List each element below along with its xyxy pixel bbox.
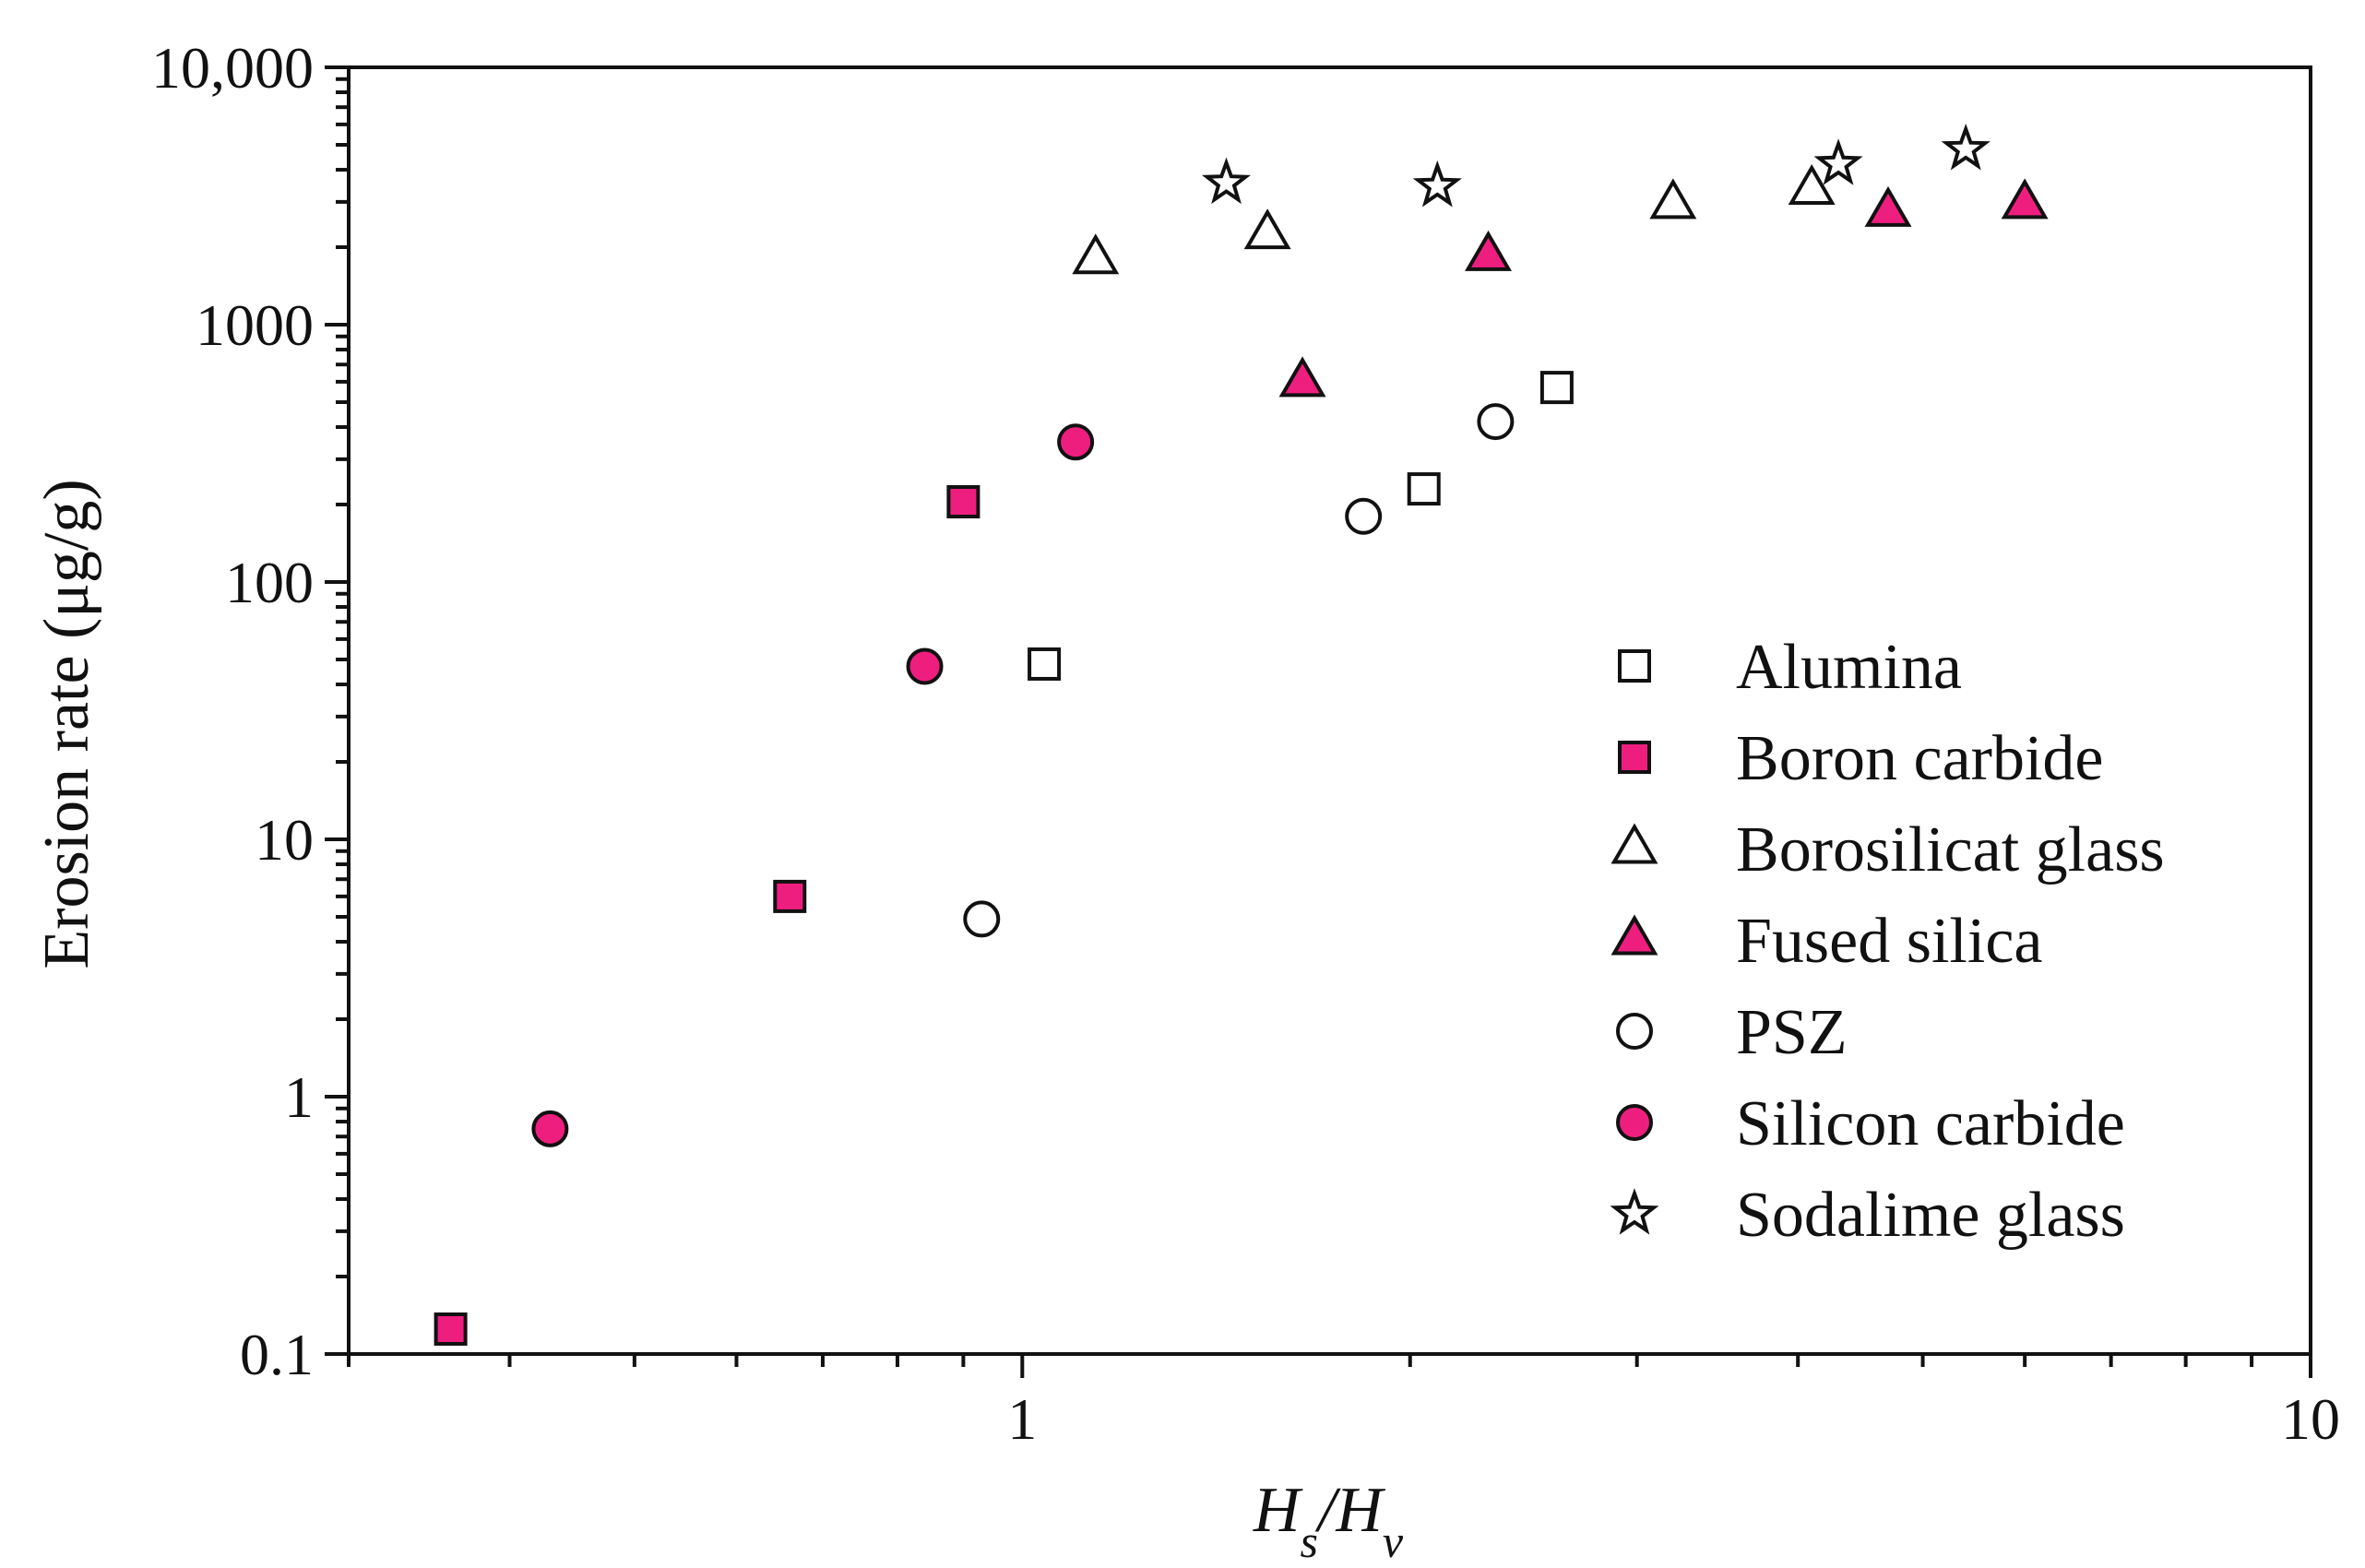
point-sodalime-glass: [1202, 157, 1252, 205]
series-sodalime-glass: [1202, 123, 1991, 208]
legend-entry-fused-silica: Fused silica: [1610, 906, 2042, 977]
point-alumina: [1028, 647, 1062, 681]
x-tick-label: 1: [1007, 1386, 1037, 1452]
legend-label: Borosilicat glass: [1736, 814, 2165, 885]
point-fused-silica: [1864, 185, 1912, 227]
point-sodalime-glass: [1813, 138, 1863, 185]
x-axis-title-h2: H: [1335, 1475, 1385, 1546]
y-axis-title: Erosion rate (μg/g): [31, 479, 102, 968]
point-alumina: [1407, 472, 1441, 506]
point-silicon-carbide: [1057, 423, 1095, 461]
plot-frame: [347, 65, 2312, 1356]
point-silicon-carbide: [531, 1110, 569, 1147]
legend-entry-borosilicat-glass: Borosilicat glass: [1610, 814, 2165, 885]
y-tick-label: 0.1: [240, 1322, 314, 1387]
point-fused-silica: [1465, 230, 1512, 271]
legend-entry-alumina: Alumina: [1618, 632, 1962, 703]
x-axis-title-sub1: s: [1300, 1515, 1317, 1563]
axis-titles: Erosion rate (μg/g) Hs/Hv: [31, 479, 1404, 1567]
point-psz: [963, 900, 1001, 938]
legend-label: Sodalime glass: [1736, 1180, 2125, 1251]
point-fused-silica: [2001, 178, 2049, 220]
y-tick-label: 10,000: [151, 35, 314, 101]
legend-entry-sodalime-glass: Sodalime glass: [1610, 1180, 2125, 1251]
legend-marker-psz: [1616, 1013, 1653, 1050]
series-fused-silica: [1278, 178, 2049, 398]
points-layer: [434, 123, 2049, 1346]
legend-label: Alumina: [1736, 632, 1962, 703]
axes-layer: 0.1 1 10 100 1000 10,000 1 10: [151, 35, 2340, 1452]
point-psz: [1345, 497, 1383, 535]
x-axis-title-sub2: v: [1383, 1515, 1404, 1563]
point-boron-carbide: [434, 1312, 468, 1346]
point-borosilicat-glass: [1243, 208, 1291, 250]
point-silicon-carbide: [906, 647, 944, 685]
legend: Alumina Boron carbide Borosilicat glass Fus…: [1610, 632, 2165, 1251]
legend-marker-alumina: [1618, 649, 1651, 683]
legend-marker-boron-carbide: [1618, 741, 1651, 774]
point-sodalime-glass: [1941, 123, 1991, 171]
point-alumina: [1539, 371, 1574, 405]
legend-marker-silicon-carbide: [1616, 1104, 1653, 1141]
x-tick-label: 10: [2281, 1386, 2340, 1452]
y-tick-label: 100: [225, 550, 314, 615]
point-boron-carbide: [946, 485, 980, 519]
legend-marker-borosilicat-glass: [1610, 823, 1658, 864]
x-axis-title-h1: H: [1253, 1475, 1303, 1546]
series-alumina: [1028, 371, 1574, 681]
legend-label: Silicon carbide: [1736, 1088, 2125, 1159]
series-psz: [963, 403, 1515, 938]
point-borosilicat-glass: [1072, 233, 1120, 275]
point-borosilicat-glass: [1649, 178, 1697, 220]
legend-label: Fused silica: [1736, 906, 2042, 977]
series-borosilicat-glass: [1072, 163, 1836, 275]
legend-marker-sodalime-glass: [1610, 1188, 1659, 1235]
legend-entry-boron-carbide: Boron carbide: [1618, 723, 2103, 794]
legend-marker-fused-silica: [1610, 914, 1658, 956]
y-tick-label: 1000: [196, 292, 314, 358]
legend-entry-silicon-carbide: Silicon carbide: [1616, 1088, 2125, 1159]
point-sodalime-glass: [1412, 160, 1462, 208]
point-borosilicat-glass: [1788, 163, 1836, 205]
point-psz: [1477, 403, 1515, 441]
point-fused-silica: [1278, 356, 1326, 398]
legend-entry-psz: PSZ: [1616, 997, 1848, 1068]
y-tick-label: 10: [255, 807, 314, 873]
series-boron-carbide: [434, 485, 980, 1346]
series-silicon-carbide: [531, 423, 1095, 1147]
x-axis-title: Hs/Hv: [1253, 1475, 1404, 1563]
legend-label: Boron carbide: [1736, 723, 2103, 794]
y-tick-label: 1: [284, 1064, 314, 1130]
point-boron-carbide: [773, 879, 807, 913]
legend-label: PSZ: [1736, 997, 1848, 1068]
